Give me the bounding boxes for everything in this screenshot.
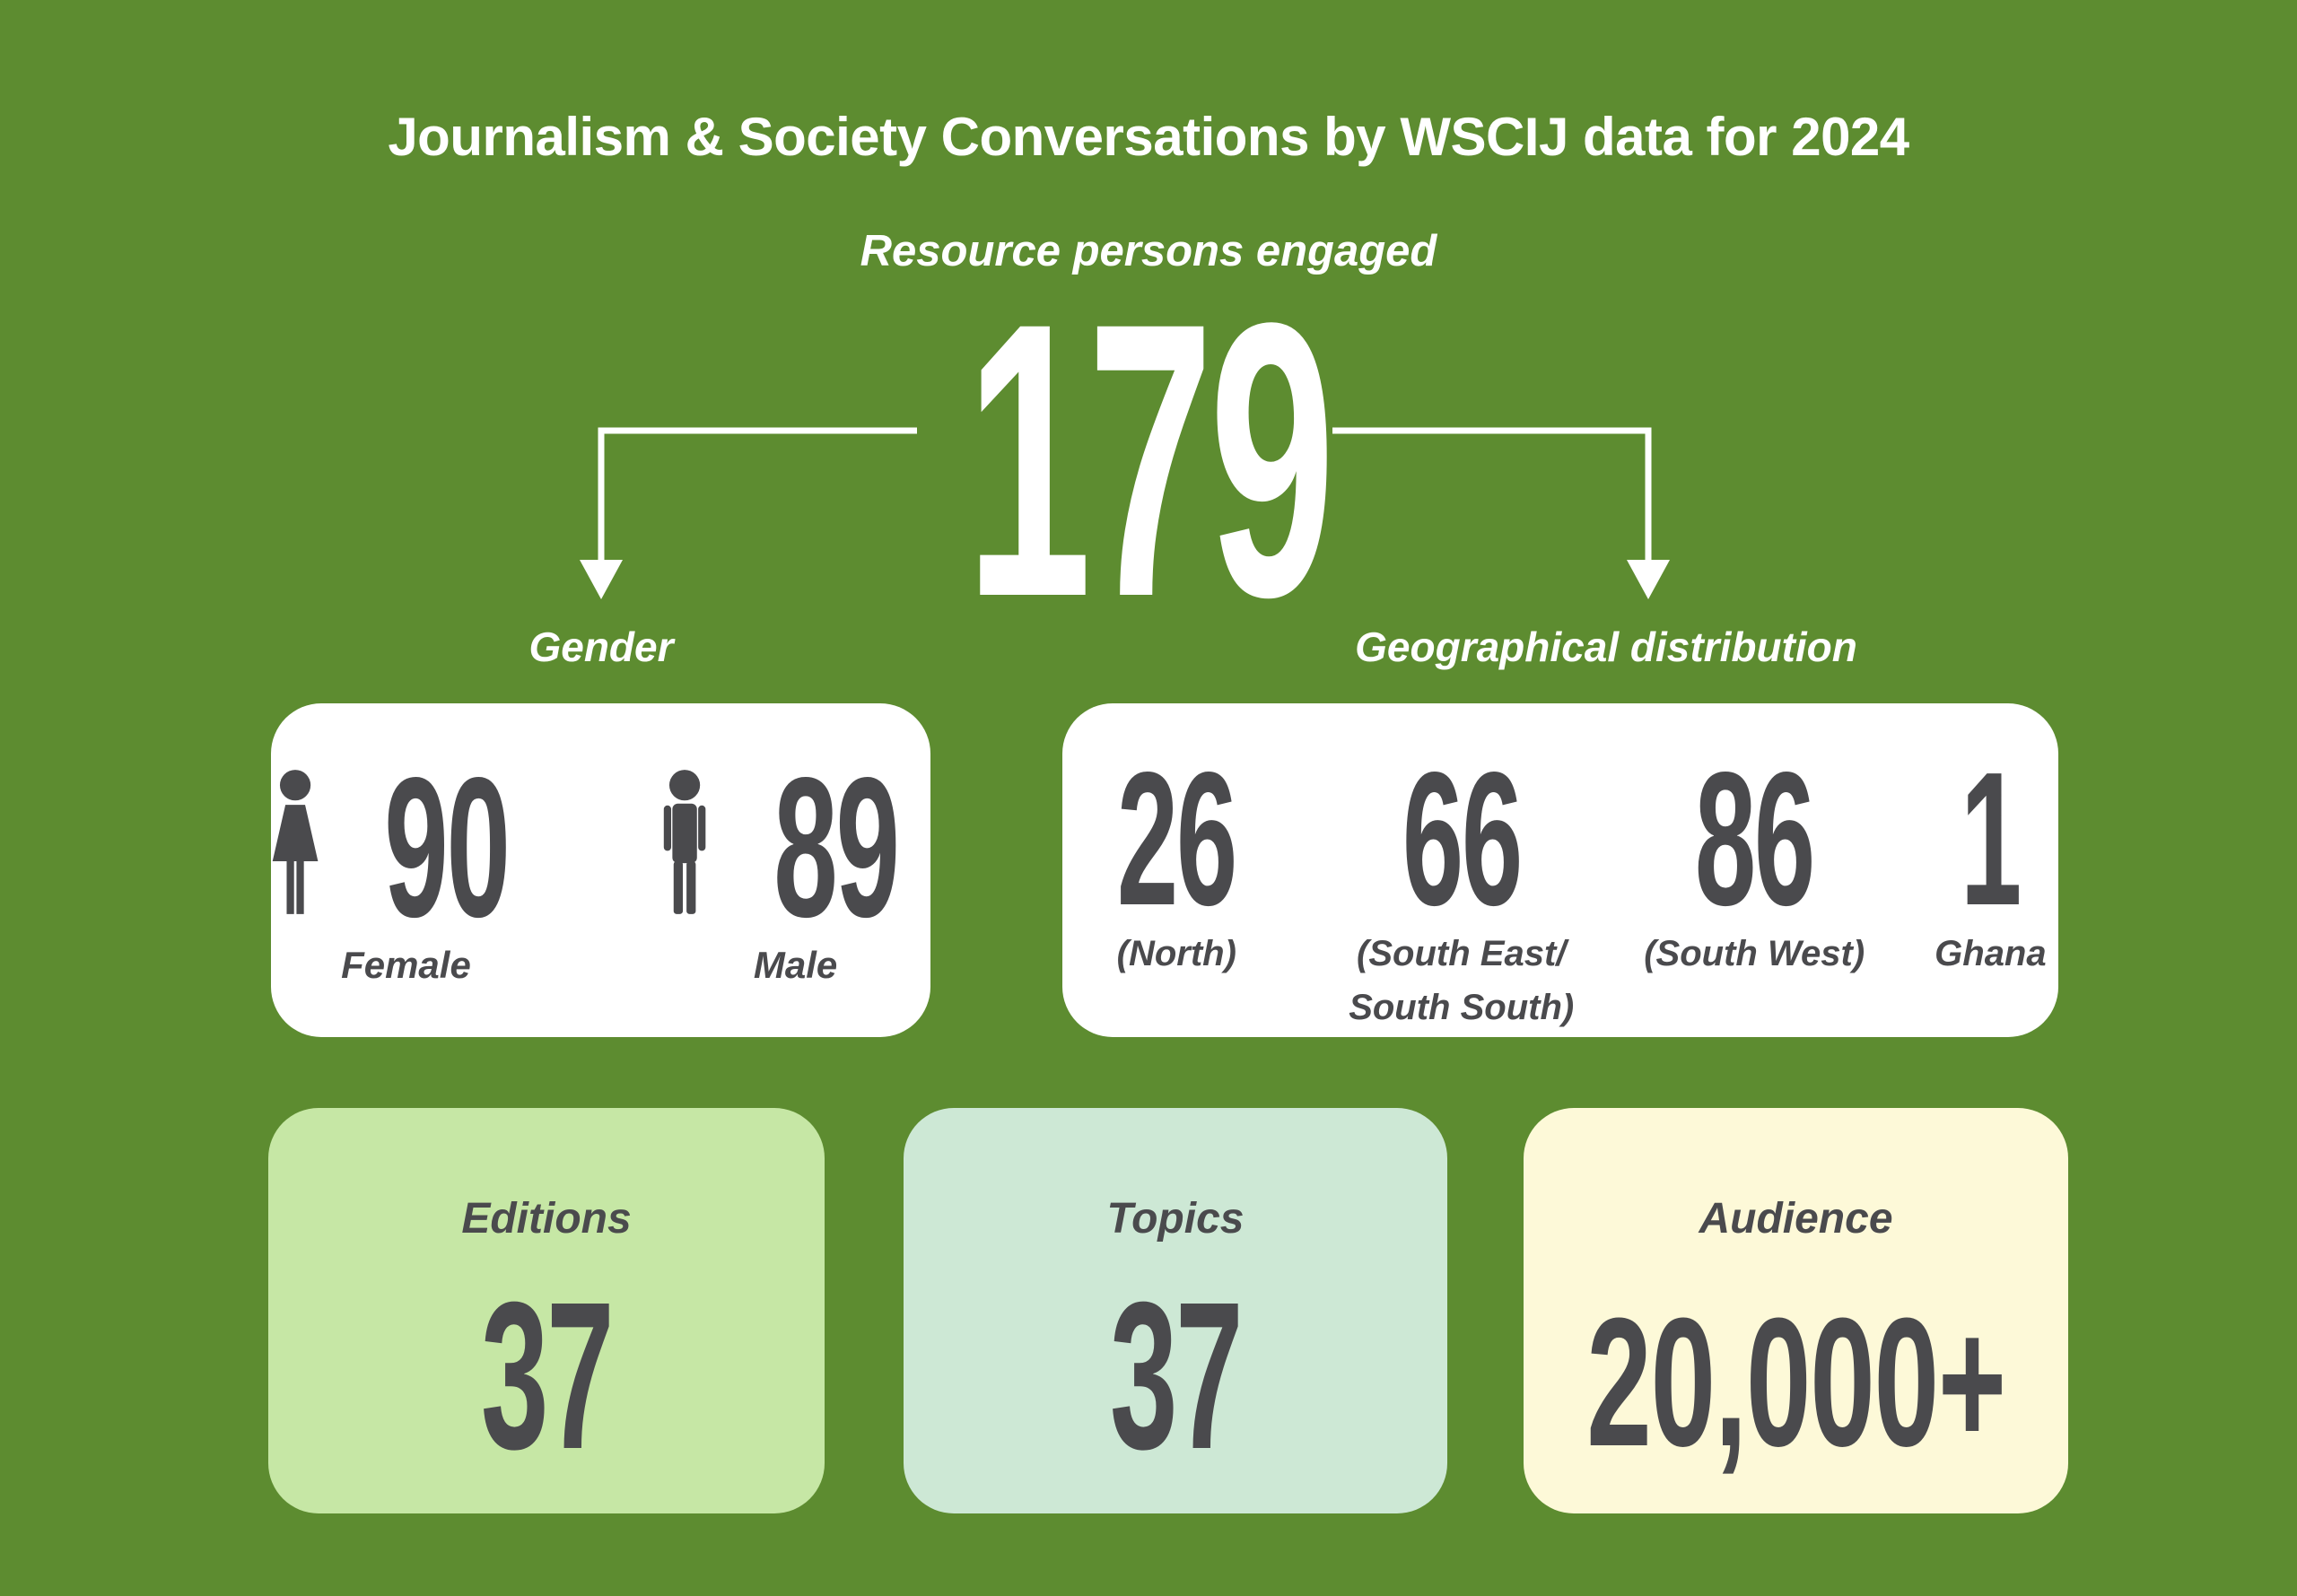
stat-value-editions: 37 [480, 1258, 615, 1493]
stat-value-audience: 20,000+ [1586, 1280, 2006, 1485]
stat-card-topics: Topics 37 [904, 1108, 1447, 1513]
stat-title-topics: Topics [1106, 1195, 1245, 1243]
stat-card-editions: Editions 37 [268, 1108, 825, 1513]
geo-label: (South East/ South South) [1349, 933, 1575, 1027]
geo-label: (South West) [1644, 933, 1865, 973]
geo-value: 86 [1695, 732, 1815, 945]
male-icon [663, 770, 706, 914]
total-count-wrap: 179 [0, 266, 2297, 656]
male-count: 89 [773, 736, 900, 959]
stat-card-audience: Audience 20,000+ [1524, 1108, 2068, 1513]
female-icon [272, 770, 319, 914]
subtitle: Resource persons engaged [860, 227, 1437, 275]
page-title: Journalism & Society Conversations by WS… [388, 107, 1909, 167]
geo-value: 26 [1117, 732, 1237, 945]
stat-value-topics: 37 [1109, 1258, 1244, 1493]
branch-arrow-left-icon [580, 427, 917, 599]
geo-card: 26 (North) 66 (South East/ South South) … [1062, 703, 2058, 1037]
branch-arrow-right-icon [1332, 427, 1670, 599]
geo-value: 1 [1961, 732, 2022, 945]
gender-card: 90 Female 89 Male [271, 703, 930, 1037]
stat-title-audience: Audience [1699, 1195, 1893, 1243]
female-label: Female [341, 944, 471, 987]
geo-item-ghana: 1 Ghana [1935, 732, 2047, 981]
total-count: 179 [965, 242, 1335, 678]
gender-section-label: Gender [528, 624, 674, 670]
geo-item-southeast-southsouth: 66 (South East/ South South) [1349, 732, 1575, 1034]
gender-item-female: 90 Female [258, 736, 554, 987]
geo-section-label: Geographical distribution [1355, 624, 1857, 670]
geo-item-north: 26 (North) [1074, 732, 1279, 981]
geo-value: 66 [1402, 732, 1523, 945]
stat-title-editions: Editions [461, 1195, 632, 1243]
female-count: 90 [384, 736, 511, 959]
geo-label: Ghana [1935, 933, 2047, 973]
geo-label: (North) [1116, 933, 1236, 973]
male-label: Male [753, 944, 838, 987]
geo-item-southwest: 86 (South West) [1644, 732, 1865, 981]
gender-item-male: 89 Male [648, 736, 943, 987]
